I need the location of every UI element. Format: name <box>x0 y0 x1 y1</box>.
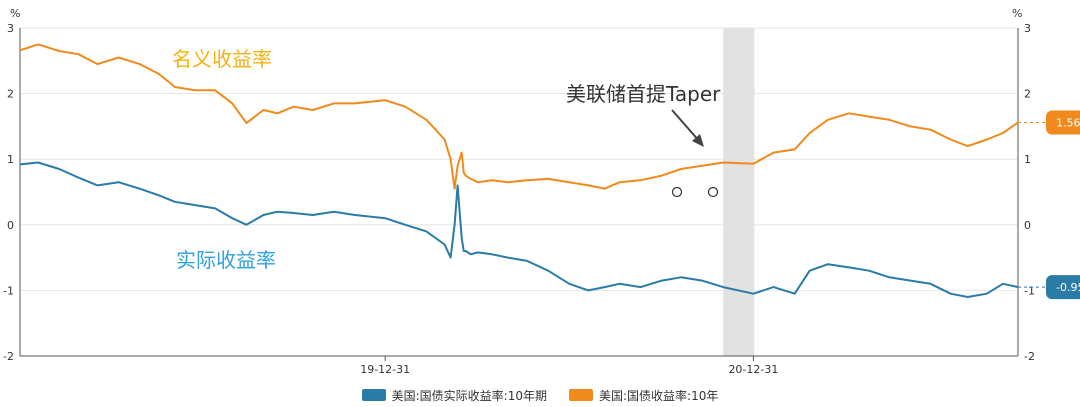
y-tick-right-3: 1 <box>1024 153 1031 166</box>
series-line-1 <box>19 43 1019 190</box>
x-ticks: 19-12-31 20-12-31 <box>360 356 778 376</box>
y-tick-left-2: 0 <box>7 219 14 232</box>
series-line-0 <box>19 161 1019 298</box>
x-tick-label-1: 20-12-31 <box>728 363 778 376</box>
annotation-real: 实际收益率 <box>176 248 276 272</box>
y-tick-left-4: 2 <box>7 88 14 101</box>
y-tick-left-1: -1 <box>3 284 14 297</box>
end-label-real-text: -0.95 <box>1056 281 1080 294</box>
end-label-real: -0.95 <box>1018 275 1080 300</box>
y-tick-right-0: -2 <box>1024 350 1035 363</box>
end-label-nominal-text: 1.56 <box>1056 116 1080 129</box>
legend-swatch-nominal <box>569 389 593 401</box>
legend-item-nominal[interactable]: 美国:国债收益率:10年 <box>569 387 718 404</box>
grid-lines <box>20 27 1018 357</box>
y-unit-right: % <box>1012 7 1022 20</box>
y-tick-right-1: -1 <box>1024 284 1035 297</box>
y-tick-right-4: 2 <box>1024 88 1031 101</box>
axes <box>19 28 1019 357</box>
y-tick-right-5: 3 <box>1024 22 1031 35</box>
y-ticks-left: -2 -1 0 1 2 3 <box>3 22 14 363</box>
shaded-period <box>723 28 755 356</box>
marker-circle-left <box>671 186 683 198</box>
x-tick-label-0: 19-12-31 <box>360 363 410 376</box>
marker-circle-right <box>707 186 719 198</box>
taper-arrow <box>671 109 704 147</box>
series-lines <box>19 43 1019 298</box>
y-tick-right-2: 0 <box>1024 219 1031 232</box>
legend-swatch-real <box>361 389 386 401</box>
legend-item-real[interactable]: 美国:国债实际收益率:10年期 <box>361 387 547 404</box>
legend-label-nominal: 美国:国债收益率:10年 <box>599 388 719 403</box>
y-unit-left: % <box>10 7 20 20</box>
y-tick-left-3: 1 <box>7 153 14 166</box>
legend-label-real: 美国:国债实际收益率:10年期 <box>391 388 547 403</box>
legend: 美国:国债实际收益率:10年期 美国:国债收益率:10年 <box>0 386 1080 404</box>
end-label-nominal: 1.56 <box>1018 110 1080 135</box>
y-ticks-right: -2 -1 0 1 2 3 <box>1024 22 1035 363</box>
y-tick-left-5: 3 <box>7 22 14 35</box>
annotation-nominal: 名义收益率 <box>172 47 272 71</box>
y-tick-left-0: -2 <box>3 350 14 363</box>
annotation-taper: 美联储首提Taper <box>566 82 721 106</box>
